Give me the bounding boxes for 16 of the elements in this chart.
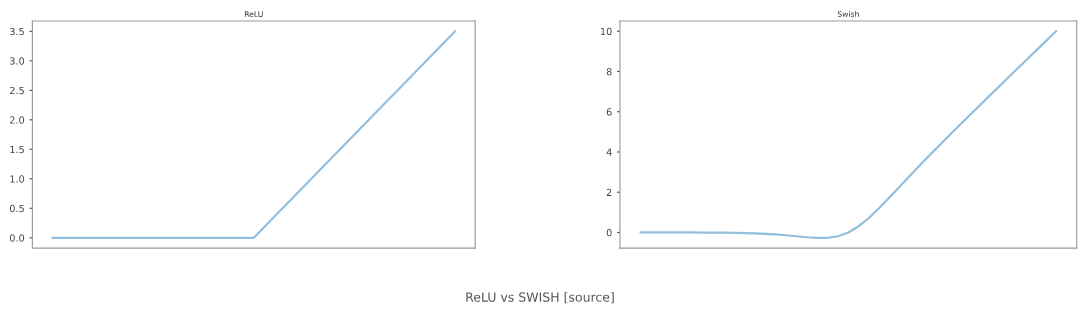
y-tick-label: 0 [606,228,612,237]
y-tick-label: 3.5 [10,27,24,36]
text: ReLU vs SWISH [source] [466,292,614,304]
y-tick-label: 4 [606,148,612,156]
y-tick-label: 2 [606,188,612,196]
y-tick-label: 1.0 [10,175,25,183]
y-tick-label: 0.5 [9,204,24,213]
y-tick-label: 1.5 [10,145,24,154]
line-series [639,30,1058,239]
y-tick-label: 8 [606,67,612,76]
y-tick-label: 10 [600,27,612,36]
y-tick-label: 0.0 [9,234,25,242]
y-tick-label: 2.5 [10,86,24,95]
y-tick-label: 3.0 [10,57,25,65]
y-tick-label: 2.0 [10,116,25,124]
y-tick-label: 6 [606,108,612,116]
